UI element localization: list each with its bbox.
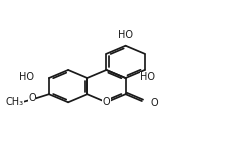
Text: O: O — [150, 98, 157, 108]
Text: O: O — [102, 97, 110, 107]
Text: HO: HO — [140, 72, 155, 82]
Text: O: O — [28, 93, 36, 103]
Text: HO: HO — [117, 30, 133, 40]
Text: HO: HO — [19, 72, 34, 82]
Text: CH₃: CH₃ — [5, 97, 23, 107]
